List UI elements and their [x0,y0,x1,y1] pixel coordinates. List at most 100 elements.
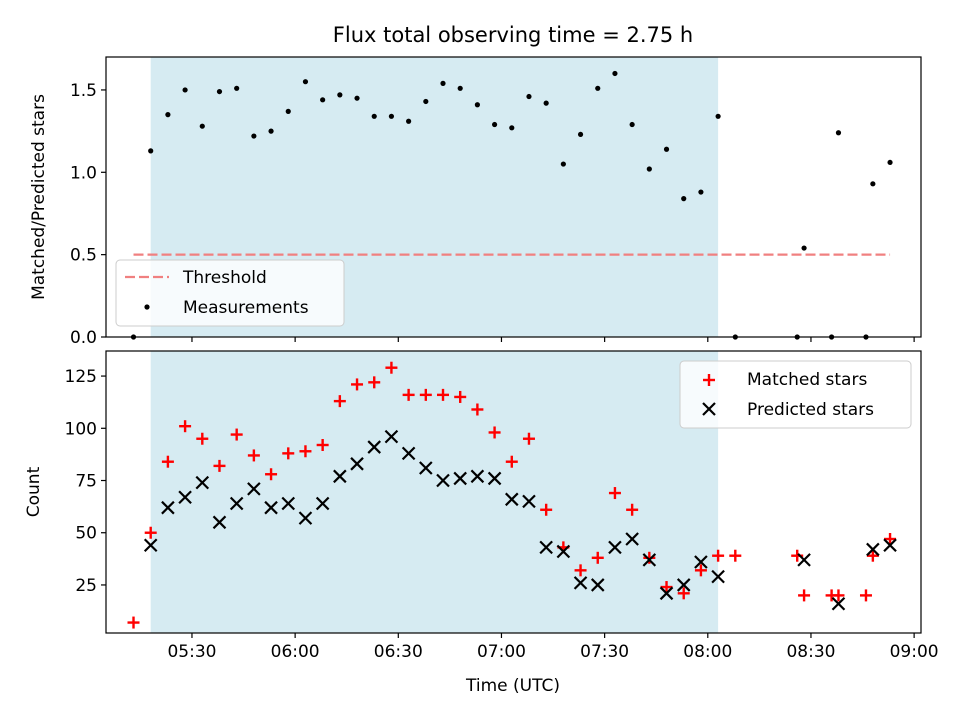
matched-star-point [626,503,639,516]
measurement-point [320,97,326,103]
matched-star-point [368,376,381,389]
matched-star-point [265,468,278,481]
matched-star-point [230,428,243,441]
x-tick-label: 09:00 [890,642,939,662]
top-panel: 0.0 0.5 1.0 1.5 Matched/Predicted stars Thr… [29,56,922,348]
y-tick-label: 50 [75,524,97,544]
measurement-point [560,161,566,167]
measurement-point [681,196,687,202]
measurement-point [629,121,635,128]
predicted-star-point [505,492,519,507]
measurement-point [543,100,549,106]
matched-star-point [471,403,484,416]
matched-star-point [859,589,872,602]
predicted-star-point [711,569,725,584]
predicted-star-point [883,538,897,553]
predicted-star-point [333,469,347,484]
matched-star-point [127,616,140,629]
predicted-star-point [470,469,485,484]
measurement-points [130,70,893,340]
measurement-point [234,85,240,91]
bottom-panel: 25 50 75 100 125 05:30 06:00 06:30 07:00 07:30 08… [24,350,939,696]
top-legend: Threshold Measurements [115,259,345,327]
predicted-star-point [143,538,158,553]
x-tick-label: 05:30 [167,642,216,662]
legend-matched-label: Matched stars [747,370,867,390]
measurement-point [887,159,893,166]
predicted-star-point [178,490,192,505]
legend-predicted-swatch [702,402,716,416]
matched-star-point [694,564,707,577]
matched-star-point [729,549,742,562]
predicted-star-point [281,496,296,511]
measurement-point [663,146,670,152]
matched-star-point [247,449,260,462]
predicted-star-point [608,540,622,555]
predicted-star-point [453,471,467,486]
matched-star-point [402,388,415,401]
top-axes-frame [105,56,922,338]
predicted-star-point [401,446,416,461]
predicted-star-point [247,482,261,496]
legend-threshold-label: Threshold [182,268,267,288]
measurement-point [491,121,498,128]
matched-star-point [316,439,329,451]
matched-star-point [798,589,811,602]
measurement-point [199,123,205,129]
measurement-point [440,80,446,86]
y-tick-label: 0.5 [70,246,97,266]
measurement-point [474,102,480,108]
predicted-stars-points [143,429,897,611]
measurement-point [715,113,721,119]
predicted-star-point [556,544,571,559]
matched-star-point [351,378,364,391]
matched-star-point [866,549,879,562]
predicted-star-point [694,555,708,569]
x-axis-label: Time (UTC) [465,676,560,696]
measurement-point [337,92,343,98]
measurement-point [835,130,842,136]
measurement-point [388,113,395,119]
measurement-point [182,87,188,93]
matched-star-point [282,447,295,460]
y-tick-label: 75 [75,472,97,492]
legend-measurements-swatch [144,304,150,310]
measurement-point [302,79,309,85]
predicted-star-point [384,429,399,444]
predicted-star-point [419,461,433,475]
bottom-y-ticks: 25 50 75 100 125 [65,367,106,596]
x-tick-label: 08:00 [683,642,732,662]
matched-star-point [488,426,501,439]
measurement-point [509,125,515,131]
matched-star-point [179,420,192,433]
bottom-legend: Matched stars Predicted stars [679,360,912,429]
matched-star-point [161,455,174,468]
matched-star-point [144,526,157,539]
y-tick-label: 1.0 [70,163,97,183]
matched-star-point [437,388,450,401]
predicted-star-point [161,500,175,515]
matched-star-point [419,388,432,401]
predicted-star-point [625,532,639,546]
measurement-point [801,245,807,251]
predicted-star-point [315,496,330,511]
top-x-ticks [191,337,915,342]
predicted-star-point [590,578,605,592]
measurement-point [457,85,463,91]
predicted-star-point [866,542,880,557]
predicted-star-point [436,473,450,488]
bottom-axes-frame [105,350,922,634]
matched-star-point [712,549,725,562]
measurement-point [698,189,704,195]
bottom-legend-box [679,360,912,429]
legend-predicted-label: Predicted stars [747,400,874,420]
matched-star-point [832,589,845,602]
predicted-star-point [487,471,502,486]
measurement-point [285,108,291,114]
predicted-star-point [264,500,278,515]
measurement-point [646,166,652,172]
measurement-point [406,118,412,124]
measurement-point [216,88,223,95]
predicted-star-point [229,496,244,511]
